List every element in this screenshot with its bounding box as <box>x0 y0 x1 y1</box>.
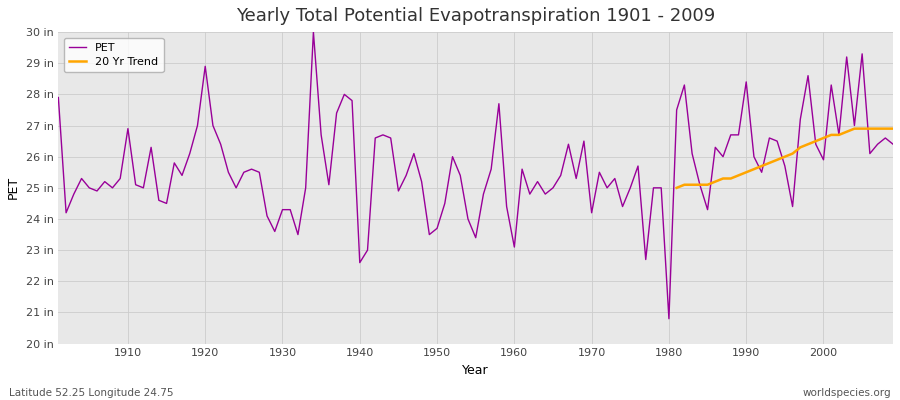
20 Yr Trend <box>842 129 852 134</box>
20 Yr Trend <box>880 126 891 131</box>
20 Yr Trend <box>826 132 837 137</box>
20 Yr Trend <box>687 182 698 187</box>
PET <box>53 95 64 100</box>
20 Yr Trend <box>764 160 775 165</box>
20 Yr Trend <box>857 126 868 131</box>
20 Yr Trend <box>872 126 883 131</box>
20 Yr Trend <box>756 164 767 168</box>
PET <box>517 167 527 172</box>
20 Yr Trend <box>717 176 728 181</box>
20 Yr Trend <box>849 126 859 131</box>
20 Yr Trend <box>749 167 760 172</box>
20 Yr Trend <box>795 145 806 150</box>
20 Yr Trend <box>734 173 744 178</box>
PET <box>887 142 898 147</box>
20 Yr Trend <box>710 179 721 184</box>
Title: Yearly Total Potential Evapotranspiration 1901 - 2009: Yearly Total Potential Evapotranspiratio… <box>236 7 716 25</box>
20 Yr Trend <box>679 182 689 187</box>
PET <box>609 176 620 181</box>
PET <box>663 316 674 321</box>
Legend: PET, 20 Yr Trend: PET, 20 Yr Trend <box>64 38 164 72</box>
Text: Latitude 52.25 Longitude 24.75: Latitude 52.25 Longitude 24.75 <box>9 388 174 398</box>
20 Yr Trend <box>803 142 814 147</box>
Line: 20 Yr Trend: 20 Yr Trend <box>677 129 893 188</box>
20 Yr Trend <box>671 186 682 190</box>
X-axis label: Year: Year <box>463 364 489 377</box>
20 Yr Trend <box>741 170 751 175</box>
20 Yr Trend <box>788 151 798 156</box>
20 Yr Trend <box>725 176 736 181</box>
20 Yr Trend <box>833 132 844 137</box>
PET <box>509 245 520 250</box>
20 Yr Trend <box>702 182 713 187</box>
20 Yr Trend <box>779 154 790 159</box>
Y-axis label: PET: PET <box>7 176 20 200</box>
20 Yr Trend <box>887 126 898 131</box>
Line: PET: PET <box>58 32 893 319</box>
PET <box>339 92 350 97</box>
PET <box>115 176 126 181</box>
20 Yr Trend <box>810 139 821 144</box>
PET <box>284 207 295 212</box>
Text: worldspecies.org: worldspecies.org <box>803 388 891 398</box>
20 Yr Trend <box>771 158 782 162</box>
PET <box>308 30 319 34</box>
20 Yr Trend <box>695 182 706 187</box>
20 Yr Trend <box>818 136 829 140</box>
20 Yr Trend <box>865 126 876 131</box>
